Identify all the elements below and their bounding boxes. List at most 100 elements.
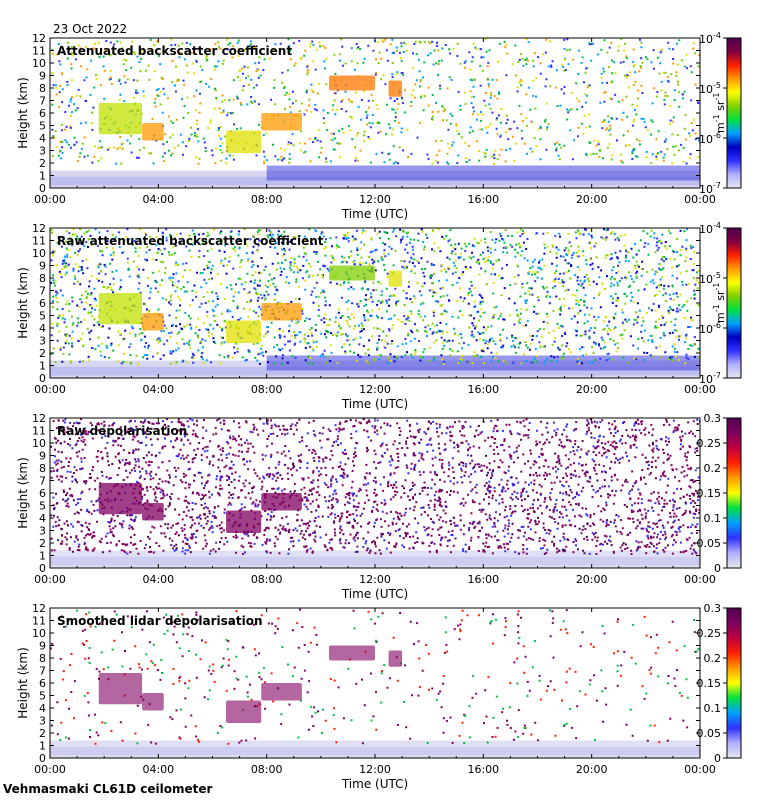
y-tick-label: 4 xyxy=(39,132,46,145)
y-tick-label: 3 xyxy=(39,335,46,348)
y-tick-label: 10 xyxy=(32,57,46,70)
x-tick-label: 00:00 xyxy=(34,573,66,586)
panel-title: Smoothed lidar depolarisation xyxy=(57,614,263,628)
cloud-feature xyxy=(98,483,143,515)
colorbar xyxy=(726,607,742,759)
y-tick-label: 12 xyxy=(32,222,46,235)
colorbar-exponent: -6 xyxy=(713,321,721,330)
heatmap-layer xyxy=(50,38,700,188)
y-tick-label: 7 xyxy=(39,665,46,678)
colorbar-exponent: -7 xyxy=(713,181,721,190)
y-axis-label: Height (km) xyxy=(16,77,30,148)
colorbar-exponent: -4 xyxy=(713,31,721,40)
y-tick-label: 2 xyxy=(39,347,46,360)
colorbar-tick-label: 0.3 xyxy=(704,412,722,425)
y-tick-label: 6 xyxy=(39,677,46,690)
colorbar-tick-label: 10-4 xyxy=(699,221,721,236)
x-tick-label: 16:00 xyxy=(467,193,499,206)
colorbar-tick-label: 0.2 xyxy=(704,462,722,475)
y-tick-label: 6 xyxy=(39,487,46,500)
x-tick-label: 20:00 xyxy=(576,383,608,396)
x-axis-label: Time (UTC) xyxy=(341,587,408,601)
colorbar xyxy=(726,227,742,379)
x-tick-label: 20:00 xyxy=(576,573,608,586)
x-tick-label: 00:00 xyxy=(684,763,716,776)
cloud-feature xyxy=(226,510,262,533)
date-label: 23 Oct 2022 xyxy=(53,22,127,36)
y-tick-label: 4 xyxy=(39,512,46,525)
y-tick-label: 7 xyxy=(39,475,46,488)
x-axis-label: Time (UTC) xyxy=(341,777,408,791)
boundary-layer xyxy=(50,556,700,566)
y-tick-label: 8 xyxy=(39,462,46,475)
y-axis-label: Height (km) xyxy=(16,267,30,338)
colorbar-tick-label: 0.15 xyxy=(697,677,722,690)
x-tick-label: 00:00 xyxy=(34,383,66,396)
cloud-feature xyxy=(328,265,375,281)
cloud-feature xyxy=(261,683,302,701)
y-axis-label: Height (km) xyxy=(16,457,30,528)
y-tick-label: 3 xyxy=(39,715,46,728)
y-tick-label: 6 xyxy=(39,297,46,310)
instrument-footer: Vehmasmaki CL61D ceilometer xyxy=(3,782,212,796)
y-tick-label: 1 xyxy=(39,360,46,373)
y-tick-label: 6 xyxy=(39,107,46,120)
y-tick-label: 4 xyxy=(39,322,46,335)
y-tick-label: 3 xyxy=(39,145,46,158)
colorbar-exponent: -5 xyxy=(713,271,721,280)
y-tick-label: 5 xyxy=(39,120,46,133)
panel-title: Raw attenuated backscatter coefficient xyxy=(57,234,324,248)
x-tick-label: 20:00 xyxy=(576,763,608,776)
y-tick-label: 8 xyxy=(39,272,46,285)
colorbar xyxy=(726,37,742,189)
x-tick-label: 08:00 xyxy=(251,193,283,206)
y-tick-label: 1 xyxy=(39,550,46,563)
x-tick-label: 16:00 xyxy=(467,763,499,776)
panel-title: Raw depolarisation xyxy=(57,424,187,438)
boundary-layer xyxy=(50,176,700,186)
colorbar-tick-label: 0.05 xyxy=(697,537,722,550)
y-tick-label: 12 xyxy=(32,32,46,45)
x-tick-label: 00:00 xyxy=(34,193,66,206)
y-tick-label: 10 xyxy=(32,437,46,450)
x-tick-label: 00:00 xyxy=(684,573,716,586)
plot-area xyxy=(50,608,700,758)
colorbar-tick-label: 0 xyxy=(714,562,721,575)
x-tick-label: 04:00 xyxy=(142,763,174,776)
y-tick-label: 11 xyxy=(32,45,46,58)
colorbar-tick-label: 10-7 xyxy=(699,371,721,386)
colorbar-unit-mid: sr xyxy=(714,290,727,304)
x-tick-label: 08:00 xyxy=(251,383,283,396)
y-tick-label: 5 xyxy=(39,310,46,323)
heatmap-layer xyxy=(50,418,700,568)
colorbar-unit-exp: -1 xyxy=(712,93,721,101)
x-tick-label: 16:00 xyxy=(467,573,499,586)
y-tick-label: 0 xyxy=(39,562,46,575)
heatmap-layer xyxy=(50,608,700,758)
cloud-feature xyxy=(388,80,403,97)
colorbar-exponent: -6 xyxy=(713,131,721,140)
cloud-feature xyxy=(261,303,302,321)
x-tick-label: 00:00 xyxy=(684,193,716,206)
colorbar-tick-label: 0.3 xyxy=(704,602,722,615)
colorbar-tick-label: 0.25 xyxy=(697,627,722,640)
colorbar-unit-exp: -1 xyxy=(712,114,721,122)
x-axis-label: Time (UTC) xyxy=(341,397,408,411)
colorbar-exponent: -5 xyxy=(713,81,721,90)
y-tick-label: 0 xyxy=(39,182,46,195)
y-tick-label: 7 xyxy=(39,95,46,108)
colorbar-tick-label: 0.1 xyxy=(704,512,722,525)
x-tick-label: 12:00 xyxy=(359,763,391,776)
colorbar-unit-exp: -1 xyxy=(712,283,721,291)
boundary-layer xyxy=(50,746,700,756)
colorbar-unit-mid: sr xyxy=(714,100,727,114)
y-tick-label: 2 xyxy=(39,727,46,740)
cloud-feature xyxy=(142,123,164,141)
y-tick-label: 3 xyxy=(39,525,46,538)
y-axis-label: Height (km) xyxy=(16,647,30,718)
x-tick-label: 12:00 xyxy=(359,573,391,586)
x-tick-label: 00:00 xyxy=(684,383,716,396)
cloud-feature xyxy=(142,503,164,521)
x-tick-label: 16:00 xyxy=(467,383,499,396)
